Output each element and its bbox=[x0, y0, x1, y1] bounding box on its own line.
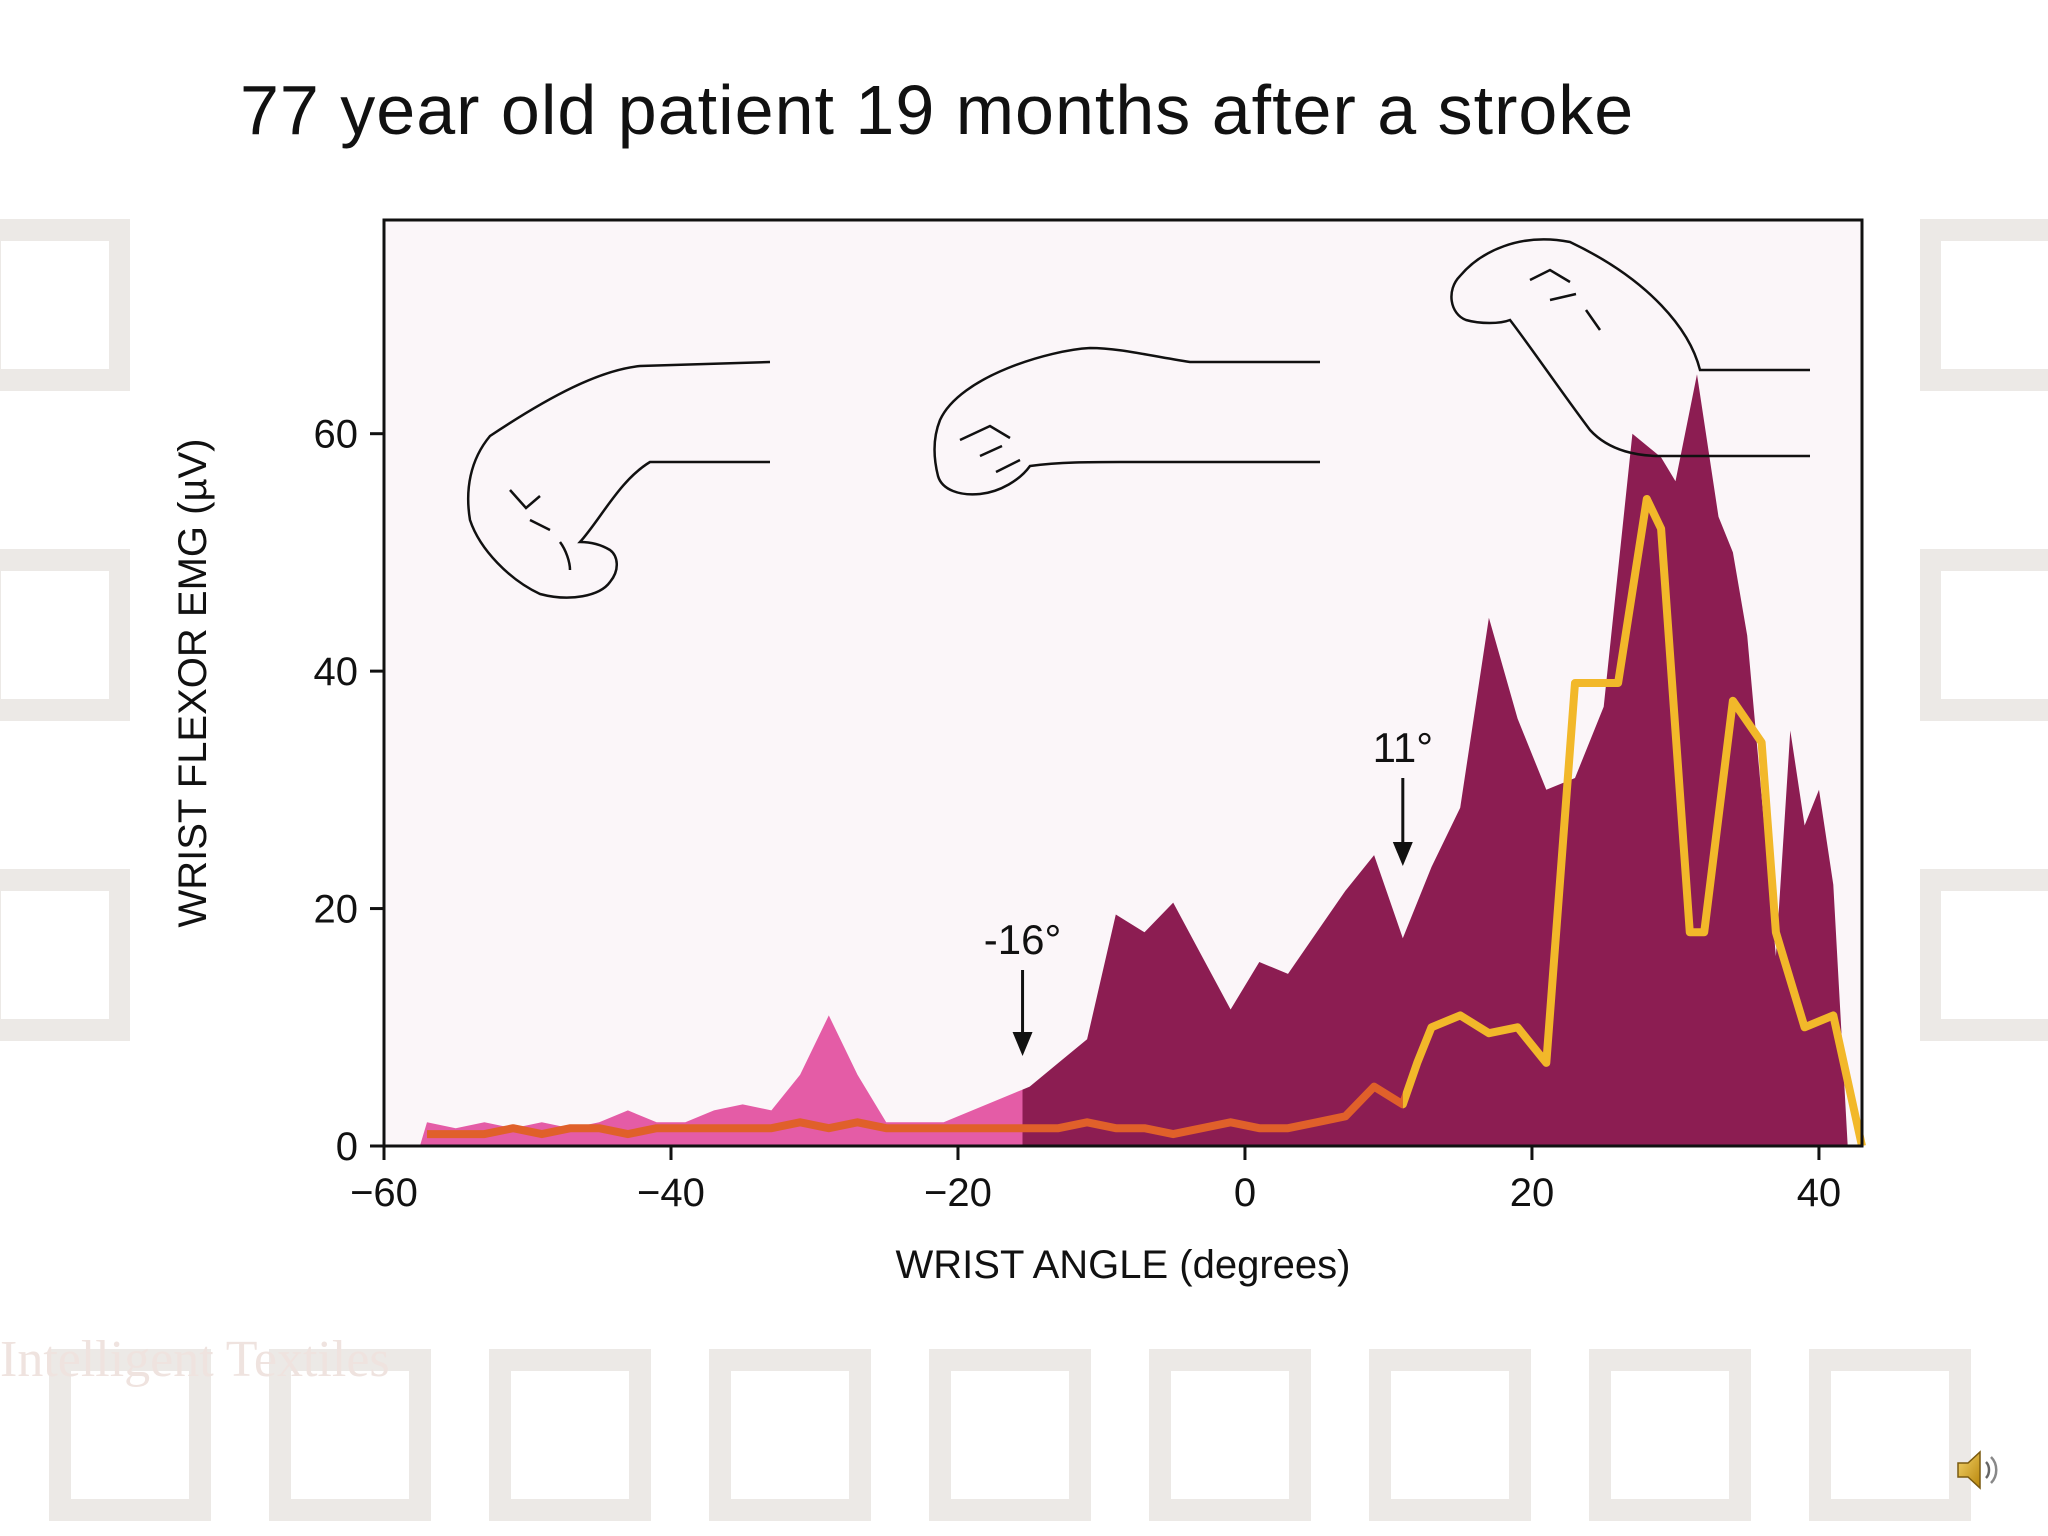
hand-flexed-icon bbox=[466, 360, 771, 599]
background-tiles bbox=[0, 219, 2048, 1521]
y-tick-label: 40 bbox=[314, 650, 359, 694]
annotation-arrow-head bbox=[1392, 842, 1413, 866]
y-tick-label: 20 bbox=[314, 888, 359, 932]
annotation-arrow-head bbox=[1012, 1032, 1033, 1056]
angle-annotations: -16° 11° bbox=[984, 724, 1433, 1056]
x-tick-label: 0 bbox=[1234, 1171, 1256, 1215]
hand-extended-icon bbox=[1450, 238, 1810, 458]
mean-emg-line-high-segment bbox=[1402, 495, 1866, 1147]
chart-figure: −60 −40 −20 0 20 40 0 20 40 60 WRIST ANGLE (degr… bbox=[130, 190, 1920, 1340]
x-tick-label: −20 bbox=[924, 1171, 992, 1215]
plot-frame bbox=[382, 218, 1864, 1148]
x-tick-label: 40 bbox=[1797, 1171, 1842, 1215]
y-tick-label: 60 bbox=[314, 413, 359, 457]
emg-chart: −60 −40 −20 0 20 40 0 20 40 60 WRIST ANGLE (degr… bbox=[171, 218, 1866, 1287]
slide-title: 77 year old patient 19 months after a st… bbox=[240, 71, 1635, 149]
angle-annotation-label: 11° bbox=[1373, 724, 1433, 771]
speaker-icon[interactable] bbox=[1952, 1444, 2004, 1496]
mean-emg-line-low-segment bbox=[427, 1082, 1403, 1139]
x-axis-title: WRIST ANGLE (degrees) bbox=[896, 1243, 1351, 1287]
x-axis-ticks: −60 −40 −20 0 20 40 bbox=[350, 1146, 1841, 1215]
x-tick-label: −40 bbox=[637, 1171, 705, 1215]
x-tick-label: 20 bbox=[1510, 1171, 1555, 1215]
angle-annotation-label: -16° bbox=[984, 916, 1062, 963]
x-tick-label: −60 bbox=[350, 1171, 418, 1215]
y-axis-title: WRIST FLEXOR EMG (µV) bbox=[171, 438, 215, 927]
emg-area-low-segment bbox=[419, 1015, 1023, 1146]
hand-neutral-icon bbox=[933, 346, 1320, 496]
y-axis-ticks: 0 20 40 60 bbox=[314, 413, 384, 1169]
emg-area-high-segment bbox=[1022, 374, 1862, 1146]
watermark-text: Intelligent Textiles bbox=[0, 1331, 390, 1388]
y-tick-label: 0 bbox=[336, 1125, 358, 1169]
